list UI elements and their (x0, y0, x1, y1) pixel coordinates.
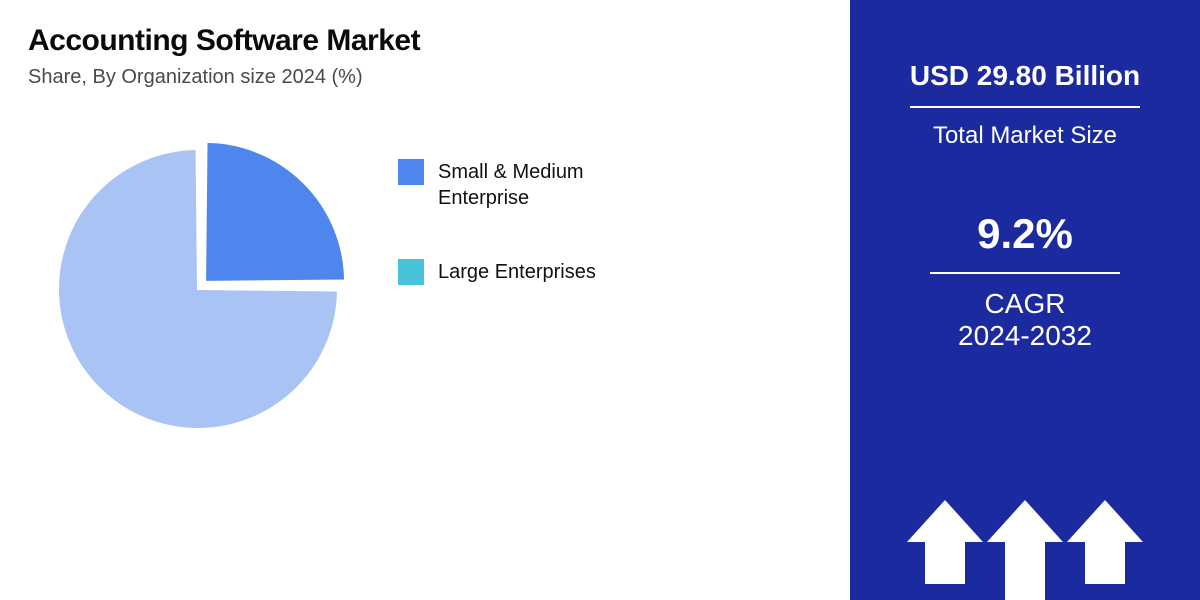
divider (930, 272, 1120, 274)
legend-label: Small & MediumEnterprise (438, 159, 584, 211)
side-panel: USD 29.80 Billion Total Market Size 9.2% CA… (850, 0, 1200, 600)
stat-label: Total Market Size (933, 122, 1117, 150)
legend: Small & MediumEnterprise Large Enterprise… (398, 159, 596, 333)
legend-item: Large Enterprises (398, 259, 596, 285)
stat-value: 9.2% (977, 210, 1073, 258)
page-title: Accounting Software Market (28, 24, 830, 58)
pie-slice (205, 142, 345, 282)
stat-value: USD 29.80 Billion (910, 60, 1140, 92)
pie-chart (28, 129, 368, 449)
up-arrow-icon (1067, 500, 1143, 584)
stat-blocks: USD 29.80 Billion Total Market Size 9.2% CA… (874, 60, 1176, 352)
up-arrow-icon (987, 500, 1063, 600)
left-panel: Accounting Software Market Share, By Org… (0, 0, 850, 600)
legend-swatch (398, 259, 424, 285)
page-subtitle: Share, By Organization size 2024 (%) (28, 66, 830, 89)
legend-item: Small & MediumEnterprise (398, 159, 596, 211)
up-arrows-icon (850, 500, 1200, 600)
divider (910, 106, 1140, 108)
infographic-root: Accounting Software Market Share, By Org… (0, 0, 1200, 600)
legend-label: Large Enterprises (438, 259, 596, 285)
chart-row: Small & MediumEnterprise Large Enterprise… (28, 129, 830, 449)
stat-label: CAGR2024-2032 (958, 288, 1092, 352)
up-arrow-icon (907, 500, 983, 584)
legend-swatch (398, 159, 424, 185)
